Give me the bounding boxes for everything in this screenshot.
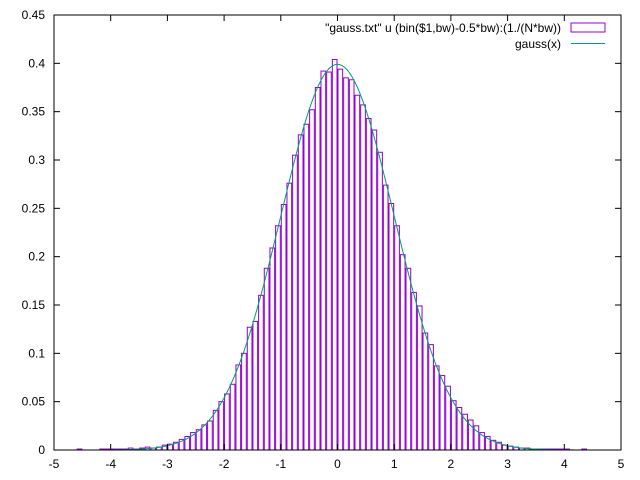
histogram-bar — [286, 182, 293, 451]
x-axis: -5 -4 -3 -2 -1 0 1 2 3 4 5 — [49, 15, 625, 471]
histogram-bar — [326, 71, 332, 451]
histogram-bar — [252, 320, 259, 451]
histogram-bar — [292, 154, 298, 451]
histogram-bar — [320, 70, 327, 451]
histogram-bar — [258, 294, 264, 451]
histogram-bar — [365, 117, 372, 451]
x-tick-label: -1 — [275, 457, 286, 471]
y-tick-label: 0.35 — [22, 105, 46, 119]
legend-label-gauss: gauss(x) — [515, 37, 561, 51]
x-tick-label: -3 — [162, 457, 173, 471]
histogram-bar — [337, 68, 344, 451]
histogram-bar — [275, 225, 281, 451]
x-tick-label: -2 — [219, 457, 230, 471]
histogram-bar — [207, 420, 213, 451]
x-tick-label: -5 — [49, 457, 60, 471]
histogram-bar — [371, 129, 378, 451]
histogram-bar — [269, 247, 276, 451]
histogram-bar — [411, 291, 417, 451]
histogram-bar — [450, 400, 457, 451]
histogram-bar — [201, 424, 208, 451]
histogram-bar — [241, 352, 247, 451]
histogram-bar — [303, 123, 310, 451]
histogram-bar — [348, 79, 355, 451]
histogram-bar — [229, 383, 236, 451]
histogram-bar — [212, 409, 219, 451]
gauss-curve — [54, 63, 621, 451]
histogram-bar — [343, 77, 349, 451]
x-tick-label: -4 — [105, 457, 116, 471]
histogram-bar — [224, 393, 230, 451]
histogram-bar — [416, 305, 423, 451]
x-tick-label: 5 — [618, 457, 625, 471]
legend: "gauss.txt" u (bin($1,bw)-0.5*bw):(1./(N… — [325, 21, 606, 51]
histogram-bar — [314, 87, 321, 451]
histogram-bar — [235, 364, 242, 451]
histogram-bar — [218, 401, 225, 451]
histogram-bar — [377, 151, 383, 451]
histogram-bar — [280, 203, 287, 451]
y-tick-label: 0.45 — [22, 8, 46, 22]
histogram-bar — [382, 184, 389, 451]
y-tick-label: 0.4 — [28, 56, 45, 70]
y-tick-label: 0.05 — [22, 395, 46, 409]
y-tick-label: 0 — [38, 443, 45, 457]
y-tick-label: 0.1 — [28, 346, 45, 360]
histogram-bar — [360, 104, 366, 451]
y-tick-label: 0.3 — [28, 153, 45, 167]
x-tick-label: 2 — [448, 457, 455, 471]
legend-label-histogram: "gauss.txt" u (bin($1,bw)-0.5*bw):(1./(N… — [325, 21, 561, 35]
histogram-bar — [428, 344, 434, 451]
bars-group — [76, 58, 587, 451]
histogram-bar — [246, 326, 253, 451]
histogram-bar — [309, 109, 315, 451]
x-tick-label: 4 — [561, 457, 568, 471]
y-tick-label: 0.15 — [22, 298, 46, 312]
y-tick-label: 0.25 — [22, 201, 46, 215]
histogram-bar — [405, 267, 412, 451]
x-tick-label: 3 — [504, 457, 511, 471]
legend-swatch-histogram — [570, 22, 606, 33]
histogram-bar — [331, 58, 338, 451]
histogram-bar — [399, 254, 406, 451]
x-tick-label: 1 — [391, 457, 398, 471]
histogram-bar — [388, 203, 395, 451]
y-axis: 0 0.05 0.1 0.15 0.2 0.25 0.3 0.35 0.4 0.45 — [22, 8, 621, 457]
y-tick-label: 0.2 — [28, 250, 45, 264]
x-tick-label: 0 — [334, 457, 341, 471]
histogram-bar — [439, 375, 446, 451]
histogram-bar — [354, 94, 361, 451]
histogram-bar — [422, 332, 429, 451]
histogram-bar — [297, 134, 304, 451]
histogram-bar — [394, 225, 400, 451]
histogram-bar — [263, 267, 270, 451]
histogram-bar — [433, 365, 440, 451]
